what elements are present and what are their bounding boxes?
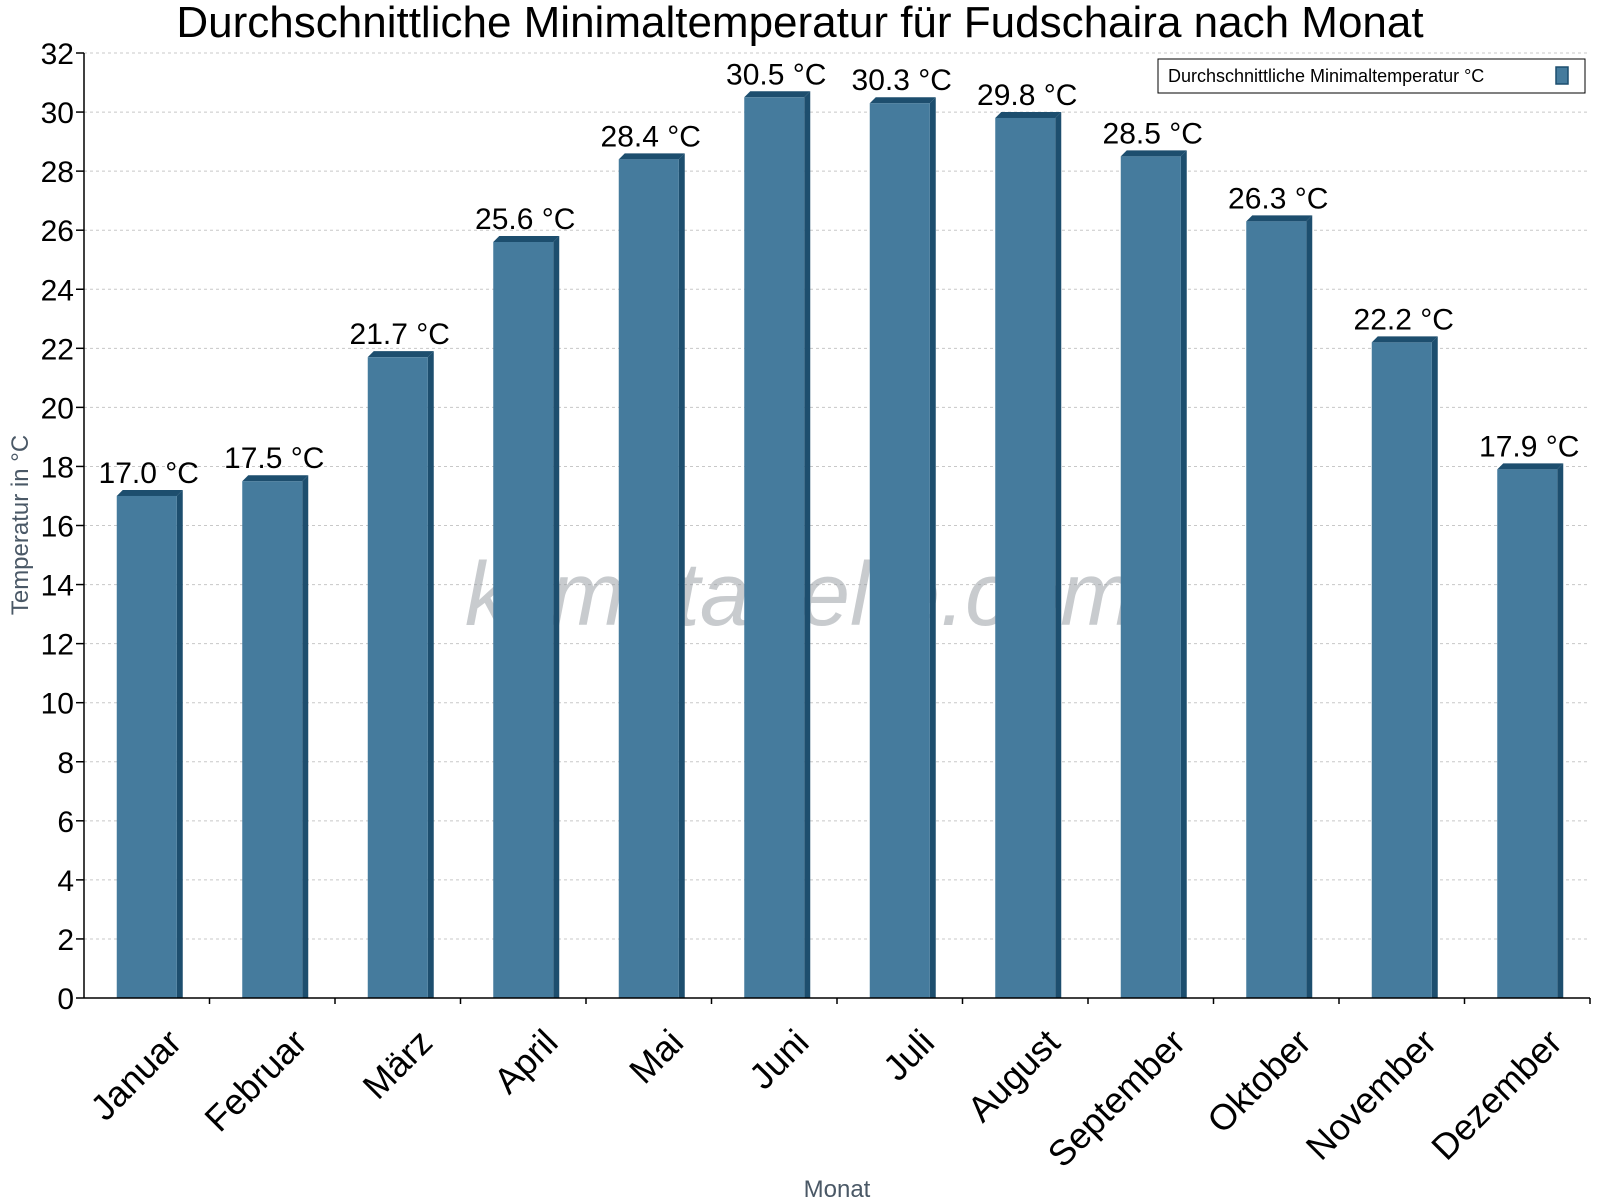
- bar-top-face: [1246, 215, 1313, 222]
- data-label: 17.0 °C: [99, 457, 199, 490]
- y-tick-label: 24: [41, 274, 74, 307]
- bar-front-face: [116, 495, 177, 998]
- data-label: 17.5 °C: [224, 442, 324, 475]
- bar-top-face: [1371, 336, 1438, 343]
- y-tick-label: 8: [57, 747, 74, 780]
- bar-front-face: [1497, 469, 1558, 998]
- data-label: 28.5 °C: [1103, 117, 1203, 150]
- y-tick-label: 16: [41, 511, 74, 544]
- bar-side-face: [1306, 215, 1313, 998]
- bar: [618, 153, 685, 998]
- bar-top-face: [869, 97, 936, 104]
- bar: [242, 475, 309, 998]
- bar-side-face: [1431, 336, 1438, 998]
- bar-side-face: [427, 351, 434, 998]
- y-tick-label: 26: [41, 215, 74, 248]
- bar-top-face: [995, 111, 1062, 118]
- data-label: 22.2 °C: [1354, 303, 1454, 336]
- data-labels: 17.0 °C 17.5 °C 21.7 °C 25.6 °C 28.4 °C 30.5 …: [99, 58, 1580, 490]
- y-tick-label: 18: [41, 451, 74, 484]
- bar-front-face: [1246, 221, 1307, 998]
- y-tick-label: 0: [57, 983, 74, 1016]
- bar-front-face: [618, 159, 679, 998]
- y-tick-label: 22: [41, 333, 74, 366]
- y-tick-label: 28: [41, 156, 74, 189]
- data-label: 21.7 °C: [350, 318, 450, 351]
- legend-swatch: [1555, 66, 1569, 85]
- bar-side-face: [553, 236, 560, 998]
- bar-top-face: [1120, 150, 1187, 157]
- y-tick-label: 4: [57, 865, 74, 898]
- bar-side-face: [176, 489, 183, 998]
- y-tick-label: 2: [57, 924, 74, 957]
- bar: [744, 91, 811, 998]
- y-tick-label: 14: [41, 570, 74, 603]
- bar: [1120, 150, 1187, 998]
- bar-top-face: [744, 91, 811, 98]
- bar-top-face: [242, 475, 309, 482]
- bar: [367, 351, 434, 998]
- y-tick-label: 6: [57, 806, 74, 839]
- y-tick-label: 32: [41, 38, 74, 71]
- bar-top-face: [493, 236, 560, 242]
- data-label: 28.4 °C: [601, 120, 701, 153]
- bar-front-face: [995, 117, 1056, 998]
- bar: [493, 236, 560, 998]
- y-tick-label: 20: [41, 392, 74, 425]
- legend: Durchschnittliche Minimaltemperatur °C: [1157, 58, 1586, 94]
- bar-front-face: [242, 481, 303, 998]
- legend-label: Durchschnittliche Minimaltemperatur °C: [1168, 66, 1484, 86]
- chart-title: Durchschnittliche Minimaltemperatur für …: [176, 0, 1423, 47]
- bar-side-face: [929, 97, 936, 998]
- bar-front-face: [744, 97, 805, 998]
- bar-top-face: [367, 351, 434, 358]
- bar-side-face: [1557, 463, 1564, 998]
- data-label: 25.6 °C: [475, 203, 575, 236]
- bar: [995, 111, 1062, 998]
- grid-lines: [84, 52, 1590, 940]
- bar-front-face: [367, 357, 428, 998]
- bar-front-face: [1371, 342, 1432, 998]
- y-tick-label: 12: [41, 629, 74, 662]
- bar-side-face: [302, 475, 309, 998]
- data-label: 26.3 °C: [1228, 182, 1328, 215]
- bar-front-face: [869, 103, 930, 998]
- bar-side-face: [1055, 111, 1062, 998]
- bar-side-face: [678, 153, 685, 998]
- x-axis-ticks: [208, 998, 1591, 1004]
- bar: [1246, 215, 1313, 998]
- bar-top-face: [116, 489, 183, 496]
- bar: [116, 489, 183, 998]
- bar-side-face: [804, 91, 811, 998]
- bar: [1371, 336, 1438, 998]
- data-label: 30.5 °C: [726, 58, 826, 91]
- bar-front-face: [493, 242, 554, 998]
- bar-top-face: [618, 153, 685, 160]
- data-label: 29.8 °C: [977, 79, 1077, 112]
- bar-front-face: [1120, 156, 1181, 998]
- x-axis-title: Monat: [804, 1176, 871, 1200]
- legend-box: [1157, 58, 1586, 94]
- bar: [1497, 463, 1564, 998]
- y-tick-label: 10: [41, 688, 74, 721]
- y-axis-title: Temperatur in °C: [7, 435, 34, 615]
- bar: [869, 97, 936, 998]
- bars: [116, 91, 1564, 998]
- y-tick-label: 30: [41, 97, 74, 130]
- bar-side-face: [1180, 150, 1187, 998]
- data-label: 17.9 °C: [1479, 430, 1579, 463]
- bar-top-face: [1497, 463, 1564, 470]
- data-label: 30.3 °C: [852, 64, 952, 97]
